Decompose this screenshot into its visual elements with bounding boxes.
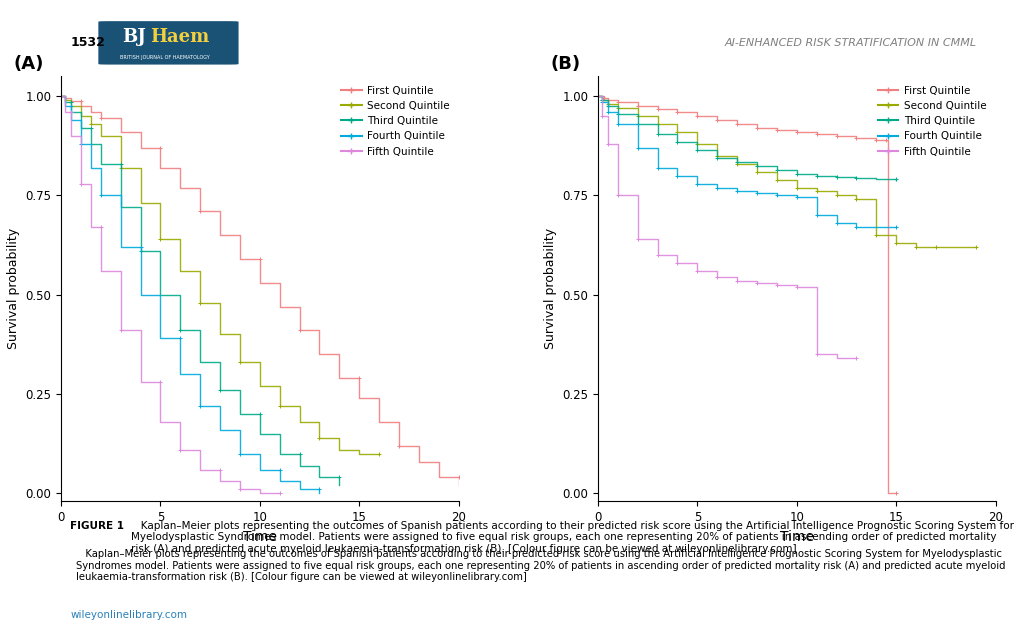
- X-axis label: Time: Time: [243, 530, 276, 544]
- Text: Kaplan–Meier plots representing the outcomes of Spanish patients according to th: Kaplan–Meier plots representing the outc…: [76, 549, 1006, 582]
- Text: 1532: 1532: [70, 37, 106, 49]
- Y-axis label: Survival probability: Survival probability: [7, 229, 19, 349]
- Text: BRITISH JOURNAL OF HAEMATOLOGY: BRITISH JOURNAL OF HAEMATOLOGY: [120, 55, 209, 60]
- X-axis label: Time: Time: [780, 530, 814, 544]
- Text: Haem: Haem: [149, 28, 209, 46]
- Y-axis label: Survival probability: Survival probability: [544, 229, 557, 349]
- Legend: First Quintile, Second Quintile, Third Quintile, Fourth Quintile, Fifth Quintile: First Quintile, Second Quintile, Third Q…: [336, 82, 453, 160]
- Text: AI-ENHANCED RISK STRATIFICATION IN CMML: AI-ENHANCED RISK STRATIFICATION IN CMML: [724, 38, 977, 48]
- Text: (B): (B): [551, 55, 580, 73]
- FancyBboxPatch shape: [99, 21, 239, 65]
- Text: Kaplan–Meier plots representing the outcomes of Spanish patients according to th: Kaplan–Meier plots representing the outc…: [131, 521, 1014, 554]
- Text: wileyonlinelibrary.com: wileyonlinelibrary.com: [70, 610, 187, 620]
- Text: FIGURE 1: FIGURE 1: [70, 521, 124, 530]
- Legend: First Quintile, Second Quintile, Third Quintile, Fourth Quintile, Fifth Quintile: First Quintile, Second Quintile, Third Q…: [874, 82, 991, 160]
- Text: (A): (A): [13, 55, 44, 73]
- Text: BJ: BJ: [122, 28, 145, 46]
